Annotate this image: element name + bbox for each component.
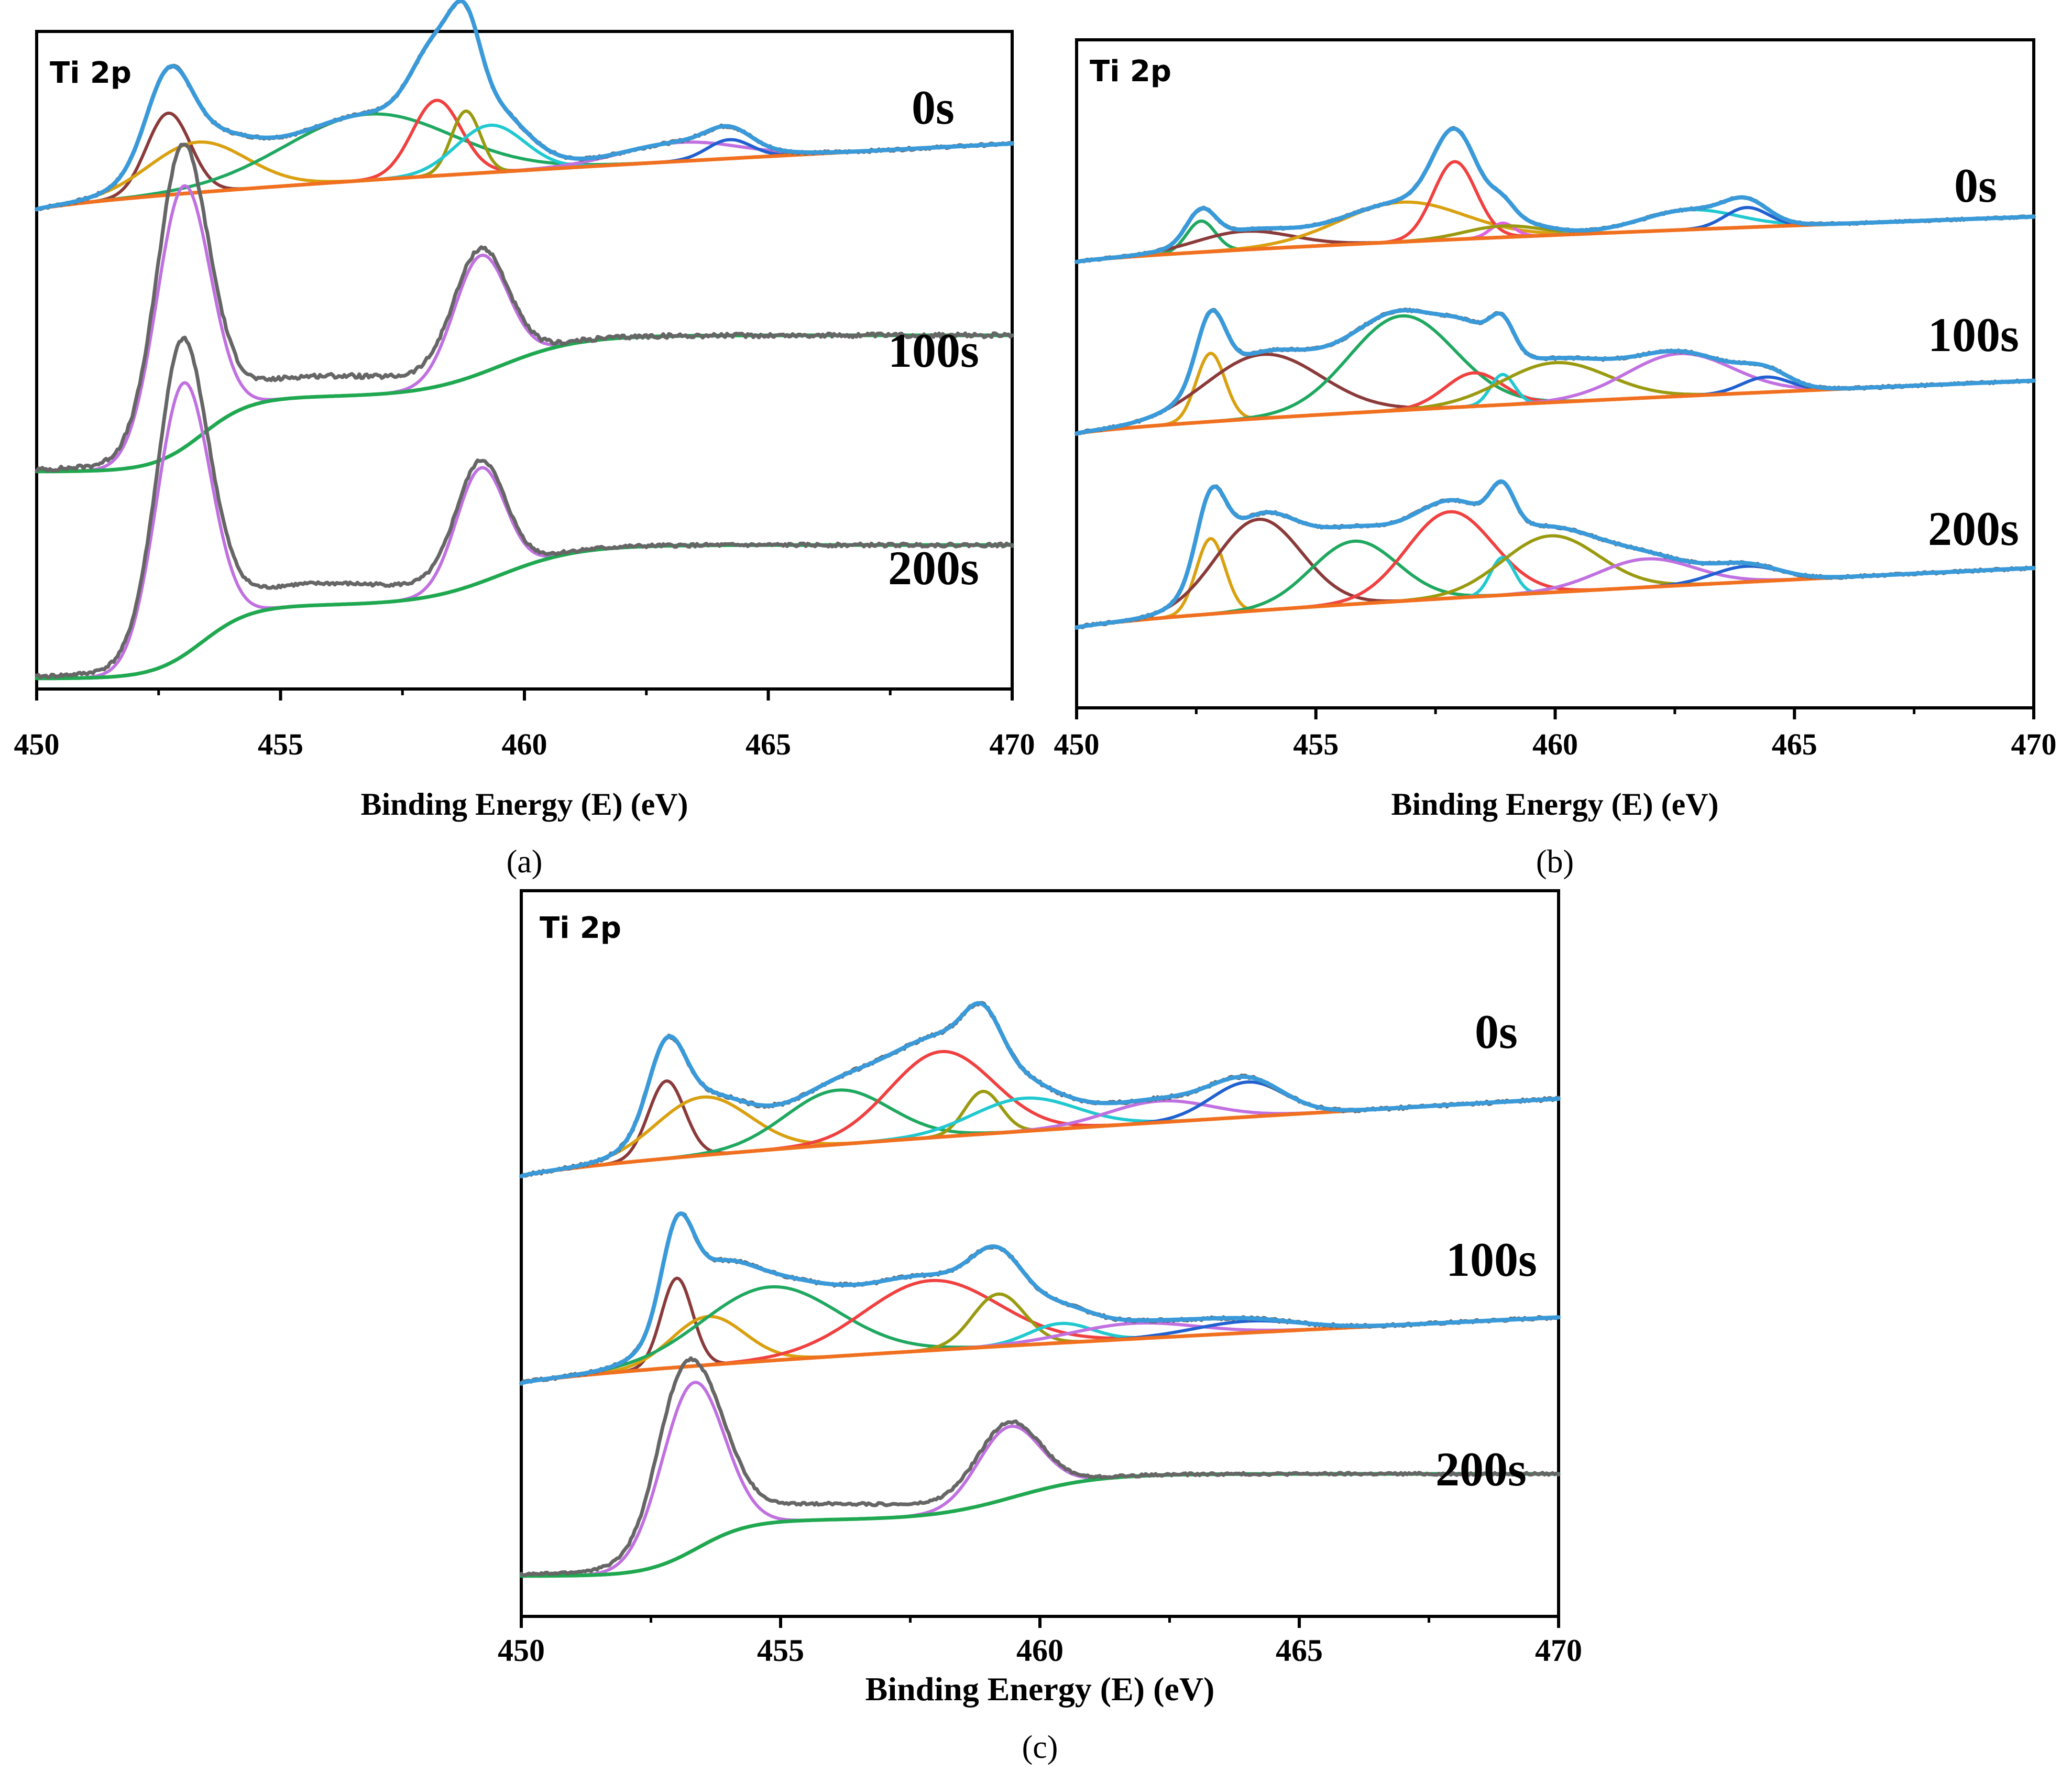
panel-b-stage-label-100s: 100s [1928,308,2019,362]
panel-b-100s-component-green [1075,314,2035,435]
panel-b-x-tick-label: 455 [1293,727,1339,761]
panel-a-0s-component-cyan [35,124,1014,211]
panel-c-100s-envelope [519,1211,1561,1385]
panel-a-100s-experimental [35,143,1014,473]
panel-b-caption: (b) [1536,844,1574,880]
panel-a-x-tick-label: 470 [990,727,1035,761]
panel-c-200s-experimental [519,1356,1561,1578]
panel-c-0s-envelope [519,1001,1561,1178]
panel-b-0s-envelope [1075,126,2036,264]
panel-a-x-tick-label: 460 [502,727,547,761]
panel-c-x-tick-label: 470 [1535,1633,1582,1668]
panel-b-ticks: 450 455 460 465 470 [1054,708,2057,761]
panel-b: 450 455 460 465 470 Ti 2p 0s 100s 200s Bindi… [1054,38,2057,880]
panel-a-stage-label-100s: 100s [888,324,979,377]
panel-c-title: Ti 2p [540,911,621,945]
panel-a-stage-label-200s: 200s [888,541,979,595]
panel-c-0s-component-olive [520,1090,1560,1178]
panel-c-200s-component-violet-1 [520,1381,1560,1578]
panel-c-stage-label-200s: 200s [1435,1442,1527,1496]
panel-b-stage-label-200s: 200s [1928,502,2019,555]
panel-a-200s-experimental [35,335,1014,680]
panel-a-200s-background [35,543,1014,681]
panel-c-200s-component-violet-2 [520,1425,1560,1578]
panel-c-frame [520,889,1560,1618]
panel-a-caption: (a) [507,844,543,880]
panel-a-ticks: 450 455 460 465 470 [14,689,1035,761]
panel-a-0s-envelope [35,0,1014,212]
panel-b-curves [1075,126,2036,630]
panel-c-0s-component-green [520,1088,1560,1178]
panel-a-curves [35,0,1014,681]
panel-c-100s-experimental [519,1211,1561,1386]
panel-a-x-tick-label: 465 [746,727,791,761]
panel-c-curves [519,1001,1561,1578]
panel-b-title: Ti 2p [1090,54,1171,89]
panel-b-0s-component-red [1075,160,2035,264]
panel-b-200s-component-red [1075,510,2035,629]
panel-b-x-tick-label: 450 [1054,727,1100,761]
panel-a-x-tick-label: 450 [14,727,60,761]
panel-a-200s-component-violet-2 [35,466,1014,680]
panel-b-x-tick-label: 465 [1772,727,1817,761]
panel-c-ticks: 450 455 460 465 470 [498,1616,1582,1668]
panel-a-100s-component-violet-1 [35,184,1014,473]
panel-c-x-tick-label: 460 [1016,1633,1064,1668]
panel-b-100s-component-cyan [1075,373,2035,435]
panel-b-0s-experimental [1075,126,2036,264]
panel-a-0s-background [35,141,1014,212]
panel-b-200s-envelope [1075,479,2036,630]
panel-b-stage-label-0s: 0s [1954,159,1997,212]
panel-c-stage-label-0s: 0s [1475,1005,1518,1058]
panel-a-stage-label-0s: 0s [912,81,955,134]
panel-c-caption: (c) [1022,1730,1058,1765]
panel-c-x-tick-label: 465 [1276,1633,1323,1668]
panel-c-200s-background [519,1472,1561,1578]
panel-a-100s-background [35,333,1014,474]
panel-a: 450 455 460 465 470 Ti 2p 0s 100s 200s Bindi… [14,0,1035,880]
panel-a-100s-component-violet-2 [35,254,1014,473]
panel-a-x-axis-title: Binding Energy (E) (eV) [360,787,688,822]
panel-b-100s-envelope [1075,308,2036,436]
panel-c-stage-label-100s: 100s [1446,1233,1537,1286]
panel-c-x-tick-label: 455 [757,1633,804,1668]
panel-c-x-axis-title: Binding Energy (E) (eV) [865,1670,1215,1708]
panel-a-title: Ti 2p [50,56,131,90]
panel-a-200s-component-violet-1 [35,381,1014,680]
panel-c: 450 455 460 465 470 Ti 2p 0s 100s 200s Bindi… [498,889,1582,1765]
panel-b-x-axis-title: Binding Energy (E) (eV) [1391,787,1718,822]
panel-a-x-tick-label: 455 [258,727,303,761]
panel-c-x-tick-label: 450 [498,1633,545,1668]
panel-b-x-tick-label: 460 [1532,727,1578,761]
panel-b-x-tick-label: 470 [2011,727,2057,761]
